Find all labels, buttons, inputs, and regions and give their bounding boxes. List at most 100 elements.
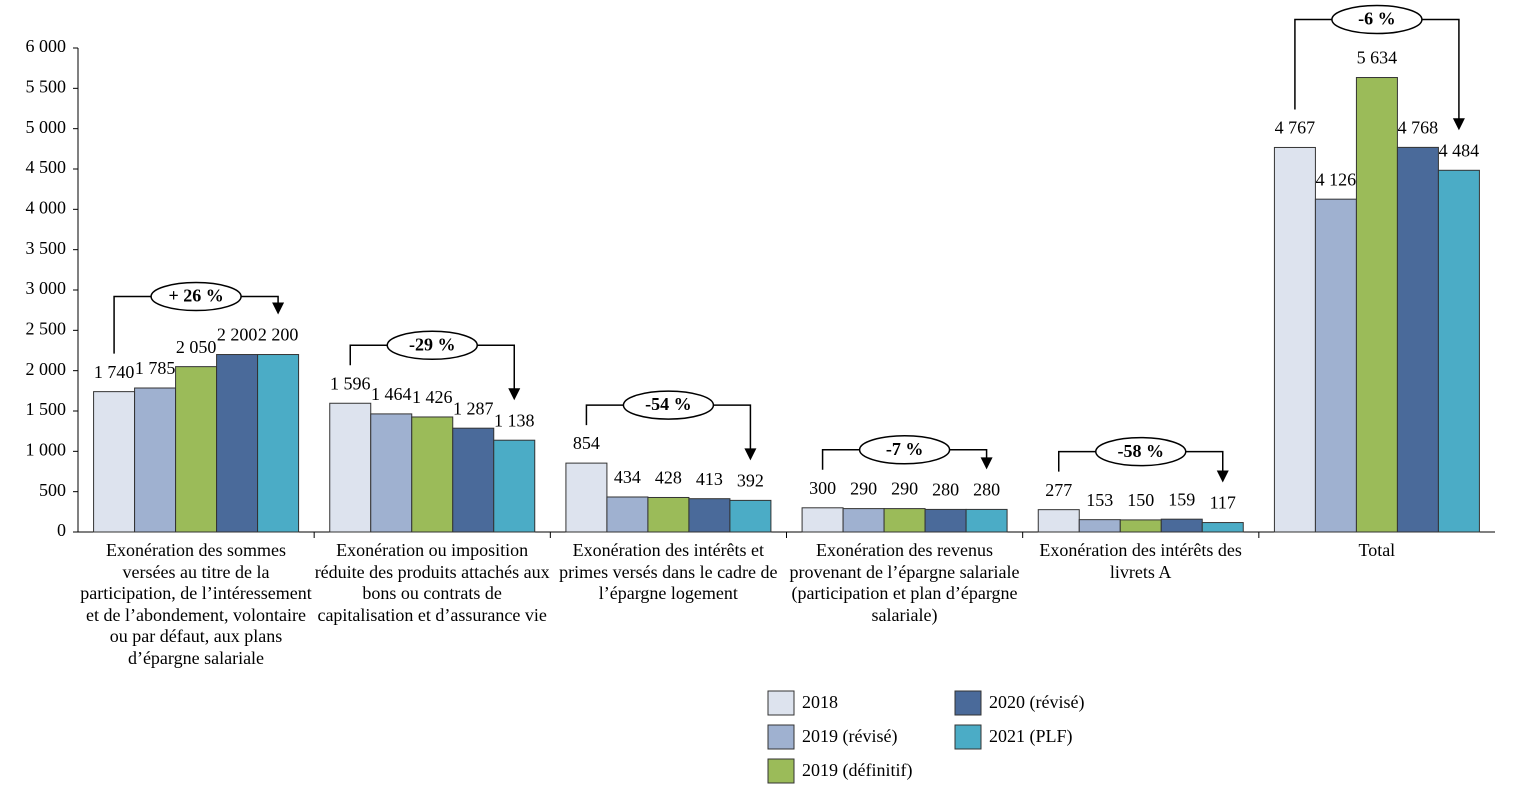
arrow-head xyxy=(1216,470,1229,483)
change-label: -29 % xyxy=(409,334,456,354)
x-tick-label: Exonération des intérêts et primes versé… xyxy=(559,540,778,604)
legend-label: 2020 (révisé) xyxy=(989,692,1084,713)
data-label: 290 xyxy=(850,479,877,499)
legend-swatch xyxy=(767,724,795,750)
y-tick-label: 6 000 xyxy=(26,36,67,56)
change-pill xyxy=(150,281,242,312)
bar xyxy=(883,508,926,533)
bar xyxy=(688,498,731,533)
bar xyxy=(1119,519,1162,533)
data-label: 290 xyxy=(891,479,918,499)
data-label: 1 464 xyxy=(371,384,412,404)
y-tick-label: 500 xyxy=(39,480,66,500)
bar xyxy=(411,416,454,533)
bar xyxy=(1437,169,1480,533)
legend-swatch xyxy=(767,690,795,716)
data-label: 1 785 xyxy=(135,358,176,378)
legend-swatch xyxy=(954,724,982,750)
data-label: 277 xyxy=(1045,480,1072,500)
arrow-head xyxy=(272,302,285,315)
bar xyxy=(493,439,536,533)
bar xyxy=(647,496,690,533)
y-tick-label: 4 000 xyxy=(26,197,67,217)
change-label: -54 % xyxy=(645,394,692,414)
data-label: 280 xyxy=(932,480,959,500)
legend-label: 2021 (PLF) xyxy=(989,726,1073,747)
bar xyxy=(452,427,495,533)
data-label: 4 126 xyxy=(1316,169,1357,189)
data-label: 428 xyxy=(655,468,682,488)
legend-label: 2018 xyxy=(802,692,838,712)
x-tick-label: Exonération des intérêts des livrets A xyxy=(1039,540,1242,582)
data-label: 153 xyxy=(1086,490,1113,510)
bar xyxy=(606,496,649,533)
change-pill xyxy=(1095,436,1187,467)
bar xyxy=(924,508,967,533)
data-label: 392 xyxy=(737,471,764,491)
bar xyxy=(1078,519,1121,533)
y-tick-label: 2 500 xyxy=(26,318,67,338)
legend-swatch xyxy=(954,690,982,716)
bar xyxy=(1355,77,1398,533)
arrow-head xyxy=(508,388,521,401)
y-tick-label: 5 000 xyxy=(26,117,67,137)
bar xyxy=(565,462,608,533)
data-label: 1 138 xyxy=(494,410,535,430)
bar xyxy=(1037,509,1080,533)
data-label: 4 767 xyxy=(1275,118,1316,138)
bar xyxy=(801,507,844,533)
bar xyxy=(1201,522,1244,533)
bar xyxy=(965,508,1008,533)
legend-label: 2019 (révisé) xyxy=(802,726,897,747)
change-pill xyxy=(858,435,951,465)
x-tick-label: Exonération des revenus provenant de l’é… xyxy=(789,540,1020,625)
bar xyxy=(1273,146,1316,533)
y-tick-label: 4 500 xyxy=(26,157,67,177)
x-tick-label: Exonération ou imposition réduite des pr… xyxy=(314,540,550,625)
bar xyxy=(1314,198,1357,533)
bar xyxy=(93,391,136,533)
x-tick-label: Total xyxy=(1358,540,1396,560)
change-label: -58 % xyxy=(1118,441,1165,461)
bar xyxy=(1160,518,1203,533)
data-label: 1 426 xyxy=(412,387,453,407)
data-label: 413 xyxy=(696,469,723,489)
bar xyxy=(175,366,218,533)
change-label: -6 % xyxy=(1358,9,1396,29)
change-label: -7 % xyxy=(886,439,924,459)
y-tick-label: 1 000 xyxy=(26,439,67,459)
change-pill xyxy=(1331,4,1423,35)
data-label: 1 740 xyxy=(94,362,135,382)
data-label: 150 xyxy=(1127,490,1154,510)
bar xyxy=(216,354,259,533)
bar xyxy=(729,499,772,533)
data-label: 117 xyxy=(1210,493,1236,513)
y-tick-label: 1 500 xyxy=(26,399,67,419)
data-label: 5 634 xyxy=(1357,48,1398,68)
data-label: 1 287 xyxy=(453,398,494,418)
data-label: 2 200 xyxy=(258,325,299,345)
arrow-head xyxy=(744,448,757,461)
y-tick-label: 5 500 xyxy=(26,76,67,96)
data-label: 280 xyxy=(973,480,1000,500)
data-label: 4 768 xyxy=(1398,118,1439,138)
legend-swatch xyxy=(767,758,795,784)
data-label: 1 596 xyxy=(330,373,371,393)
bar xyxy=(842,508,885,533)
change-pill xyxy=(622,390,715,420)
data-label: 854 xyxy=(573,433,600,453)
bar xyxy=(1396,146,1439,533)
bar xyxy=(257,354,300,533)
arrow-head xyxy=(1452,118,1465,131)
y-tick-label: 3 500 xyxy=(26,238,67,258)
data-label: 4 484 xyxy=(1439,140,1480,160)
change-pill xyxy=(386,330,478,361)
change-label: + 26 % xyxy=(168,286,223,306)
arrow-head xyxy=(980,457,993,470)
data-label: 434 xyxy=(614,467,641,487)
data-label: 300 xyxy=(809,478,836,498)
data-label: 159 xyxy=(1168,489,1195,509)
data-label: 2 200 xyxy=(217,325,258,345)
x-tick-label: Exonération des sommes versées au titre … xyxy=(80,540,312,668)
